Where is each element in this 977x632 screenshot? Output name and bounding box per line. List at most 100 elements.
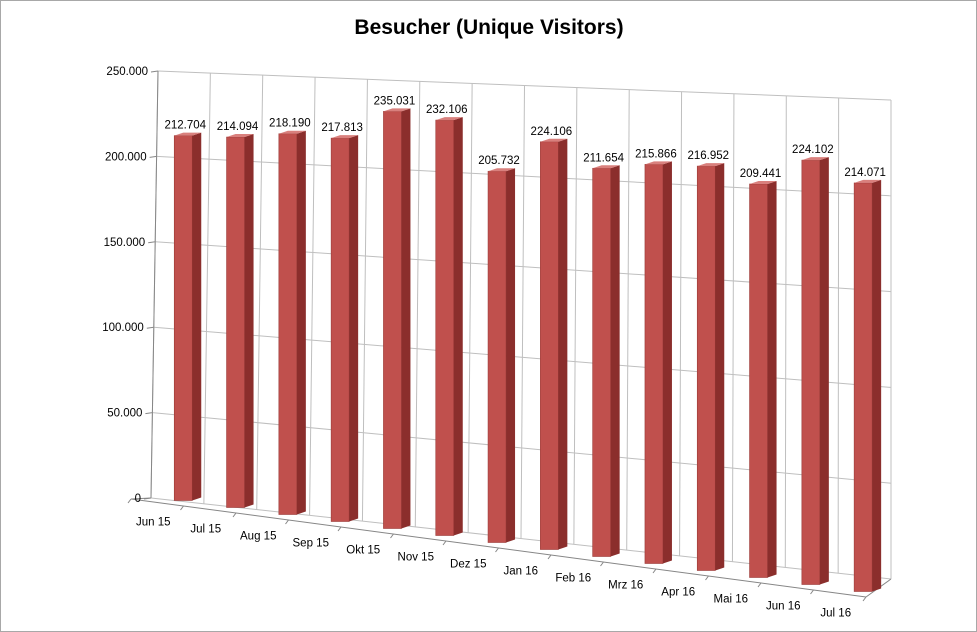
y-tick-label: 0	[135, 493, 141, 505]
bar-top	[697, 163, 725, 167]
bar-front	[644, 164, 664, 564]
bar-top	[383, 108, 411, 112]
bar	[383, 108, 411, 529]
x-tick-mark	[705, 575, 709, 581]
bar-side	[819, 157, 829, 585]
vertical-gridline	[626, 89, 630, 551]
x-tick-label: Feb 16	[555, 573, 591, 585]
data-label: 209.441	[740, 168, 782, 180]
bar-side	[715, 163, 725, 571]
bar-front	[540, 141, 559, 550]
bar-side	[558, 138, 568, 550]
bar	[644, 161, 672, 564]
x-tick-label: Jul 16	[820, 608, 851, 620]
data-label: 235.031	[374, 95, 416, 107]
x-tick-label: Aug 15	[240, 531, 276, 543]
bar-side	[610, 165, 620, 557]
bar	[592, 165, 620, 557]
x-tick-mark	[442, 540, 447, 546]
bar	[226, 134, 254, 508]
bar-front	[330, 137, 350, 522]
bar-front	[226, 136, 245, 508]
vertical-gridline	[520, 85, 525, 539]
x-tick-label: Jun 16	[766, 601, 801, 613]
vertical-gridline	[731, 93, 735, 562]
side-wall-line	[148, 241, 156, 244]
y-axis-tick-labels: 0 50.000 100.000 150.000 200.000 250.000	[102, 66, 148, 505]
vertical-gridline	[467, 83, 473, 533]
data-label: 217.813	[321, 122, 363, 134]
bar-side	[872, 179, 882, 592]
data-label: 216.952	[687, 150, 729, 162]
bar-top	[488, 168, 516, 172]
bar-top	[278, 130, 306, 134]
bars	[173, 108, 882, 592]
vertical-gridline	[679, 91, 683, 556]
bar-top	[435, 117, 463, 121]
vertical-gridline	[573, 87, 578, 545]
x-tick-mark	[337, 526, 342, 532]
side-wall-line	[149, 155, 157, 158]
x-tick-mark	[390, 533, 394, 539]
data-label: 215.866	[635, 148, 677, 160]
x-tick-mark	[495, 547, 499, 553]
bar-top	[174, 132, 202, 136]
bar-side	[506, 168, 516, 543]
bar	[696, 163, 725, 571]
x-tick-label: Mai 16	[713, 594, 748, 606]
y-axis-line	[150, 70, 159, 499]
bar-top	[226, 134, 254, 138]
vertical-gridline	[837, 97, 840, 574]
x-axis-category-labels: Jun 15 Jul 15 Aug 15 Sep 15 Okt 15 Nov 15 Dez …	[136, 517, 851, 620]
vertical-gridline	[256, 75, 264, 510]
bar	[278, 130, 306, 515]
gridlines	[143, 70, 892, 580]
side-wall-line	[150, 70, 159, 73]
x-tick-label: Okt 15	[346, 545, 380, 557]
bar-top	[749, 180, 777, 184]
x-tick-mark	[757, 582, 762, 588]
data-label: 218.190	[269, 118, 311, 130]
x-tick-mark	[547, 554, 552, 560]
x-tick-label: Apr 16	[661, 587, 695, 599]
bar-top	[592, 165, 620, 169]
vertical-gridline	[203, 73, 211, 504]
bar	[540, 138, 568, 550]
bar-top	[540, 138, 568, 142]
y-tick-label: 100.000	[102, 322, 144, 334]
y-tick-label: 200.000	[105, 151, 147, 163]
bar-side	[296, 130, 306, 515]
bar-front	[749, 183, 768, 578]
data-label: 232.106	[426, 104, 468, 116]
data-label: 214.094	[217, 121, 259, 133]
vertical-gridline	[414, 81, 421, 527]
bar-side	[244, 134, 254, 508]
x-tick-mark	[810, 589, 814, 595]
x-tick-label: Jul 15	[190, 524, 221, 536]
x-tick-label: Sep 15	[293, 538, 329, 550]
bar-side	[767, 180, 777, 578]
x-tick-label: Jan 16	[503, 566, 538, 578]
bar-front	[592, 167, 611, 557]
bar	[487, 168, 516, 543]
bar-side	[662, 161, 672, 564]
x-tick-label: Mrz 16	[608, 580, 643, 592]
bar-front	[696, 165, 716, 571]
data-label: 205.732	[478, 155, 520, 167]
bar-side	[349, 135, 359, 522]
floor-left-edge	[130, 497, 152, 500]
x-tick-label: Jun 15	[136, 517, 171, 529]
bar-side	[192, 132, 202, 501]
chart-title: Besucher (Unique Visitors)	[354, 16, 623, 39]
data-label: 214.071	[844, 167, 886, 179]
bar-front	[801, 159, 821, 585]
y-tick-label: 50.000	[107, 408, 142, 420]
bar	[173, 132, 202, 501]
y-tick-label: 150.000	[104, 237, 146, 249]
bar	[435, 117, 463, 536]
bar	[749, 180, 777, 578]
bar-side	[453, 117, 463, 536]
x-tick-mark	[600, 561, 604, 567]
